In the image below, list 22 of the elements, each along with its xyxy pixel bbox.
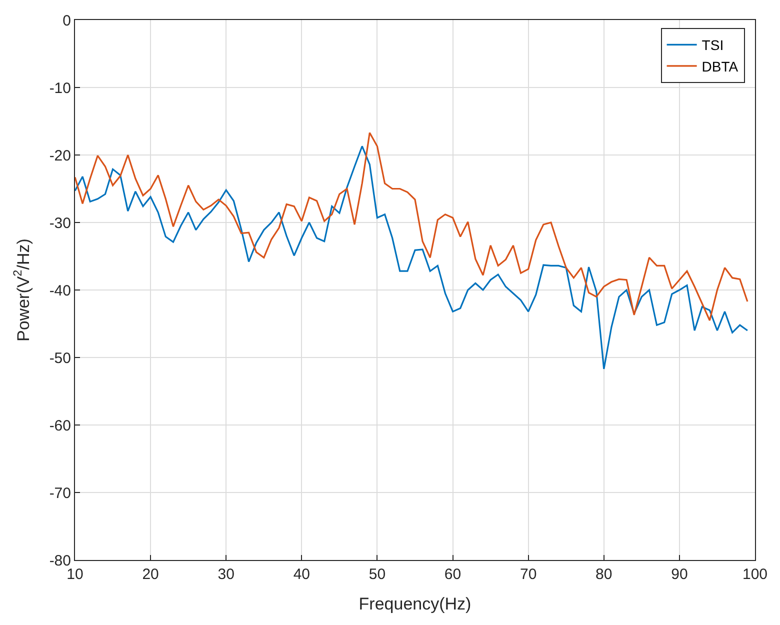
x-tick-label: 60 [444,566,462,583]
y-tick-label: -20 [49,147,71,164]
y-tick-label: -70 [49,484,71,502]
x-tick-label: 70 [520,566,537,583]
y-tick-label: -10 [49,80,71,97]
line-series [75,145,748,370]
y-tick-label: 0 [62,12,71,30]
y-tick-label: -40 [49,282,71,300]
x-tick-label: 50 [368,566,386,583]
x-tick-label: 80 [596,566,612,583]
y-tick-label: -60 [49,417,71,434]
x-tick-label: 20 [142,566,159,583]
x-tick-label: 40 [293,566,310,583]
y-tick-label: -50 [49,350,71,367]
legend-label: DBTA [702,58,739,74]
x-tick-label: 90 [671,566,688,583]
x-axis-title: Frequency(Hz) [358,594,472,614]
y-tick-label: -30 [49,214,71,232]
line-series [75,132,748,322]
legend-label: TSI [702,37,724,54]
x-tick-label: 30 [218,566,234,583]
x-tick-label: 100 [742,566,768,583]
